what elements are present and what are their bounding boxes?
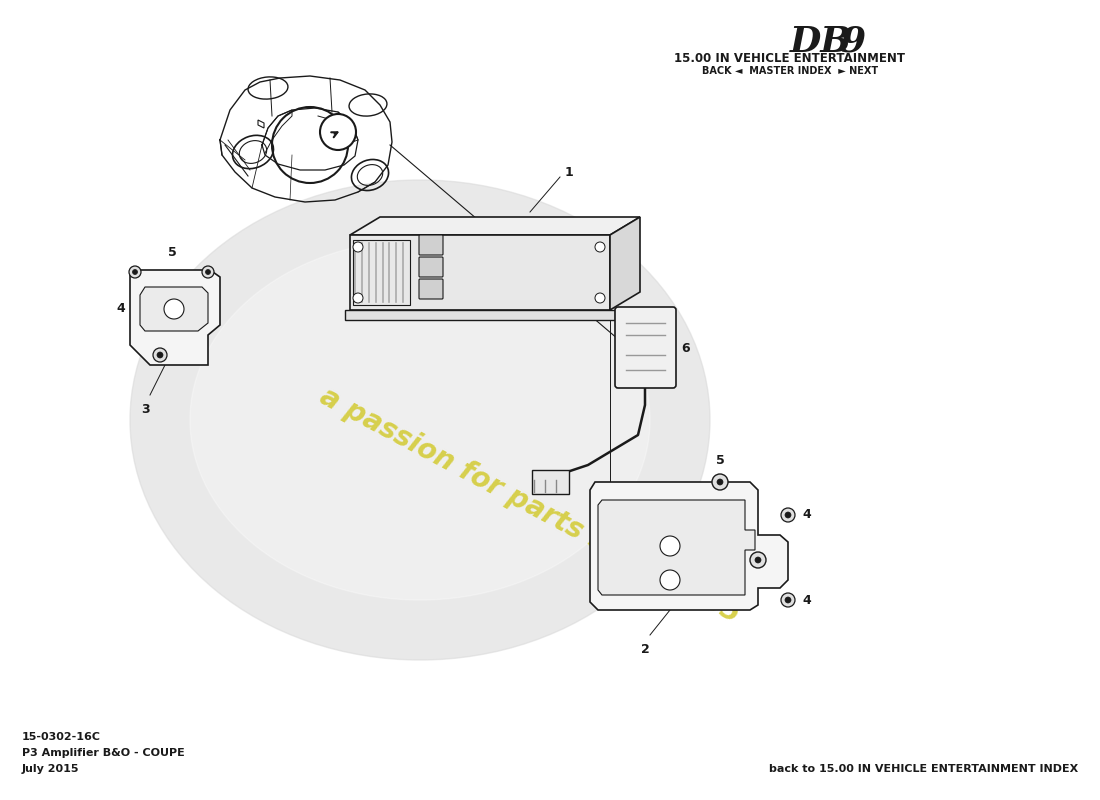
- FancyBboxPatch shape: [419, 257, 443, 277]
- Polygon shape: [350, 235, 610, 310]
- Circle shape: [129, 266, 141, 278]
- Text: DB: DB: [790, 25, 851, 59]
- Text: July 2015: July 2015: [22, 764, 79, 774]
- Circle shape: [153, 348, 167, 362]
- Circle shape: [712, 474, 728, 490]
- Text: 4: 4: [117, 302, 125, 315]
- FancyBboxPatch shape: [419, 279, 443, 299]
- Circle shape: [781, 593, 795, 607]
- Polygon shape: [258, 120, 264, 128]
- Text: 15.00 IN VEHICLE ENTERTAINMENT: 15.00 IN VEHICLE ENTERTAINMENT: [674, 52, 905, 65]
- Circle shape: [781, 508, 795, 522]
- Text: 4: 4: [802, 509, 811, 522]
- Text: P3 Amplifier B&O - COUPE: P3 Amplifier B&O - COUPE: [22, 748, 185, 758]
- Circle shape: [157, 352, 163, 358]
- Ellipse shape: [190, 240, 650, 600]
- FancyBboxPatch shape: [419, 235, 443, 255]
- Circle shape: [660, 570, 680, 590]
- Circle shape: [206, 270, 210, 274]
- Circle shape: [717, 479, 723, 485]
- Text: a passion for parts since 1985: a passion for parts since 1985: [315, 382, 745, 628]
- Circle shape: [785, 512, 791, 518]
- Circle shape: [132, 270, 138, 274]
- Polygon shape: [610, 217, 640, 310]
- Ellipse shape: [130, 180, 710, 660]
- Text: 15-0302-16C: 15-0302-16C: [22, 732, 101, 742]
- Polygon shape: [345, 310, 615, 320]
- FancyBboxPatch shape: [532, 470, 569, 494]
- Circle shape: [353, 242, 363, 252]
- Text: 6: 6: [681, 342, 690, 354]
- Text: 5: 5: [776, 554, 783, 566]
- Polygon shape: [140, 287, 208, 331]
- Circle shape: [202, 266, 215, 278]
- Circle shape: [164, 299, 184, 319]
- Circle shape: [353, 293, 363, 303]
- Circle shape: [660, 536, 680, 556]
- Text: 3: 3: [141, 403, 150, 416]
- Text: 5: 5: [167, 246, 176, 259]
- Polygon shape: [590, 482, 788, 610]
- Polygon shape: [130, 270, 220, 365]
- Polygon shape: [598, 500, 755, 595]
- Circle shape: [785, 597, 791, 603]
- Circle shape: [755, 557, 761, 563]
- Text: 2: 2: [640, 643, 649, 656]
- Circle shape: [750, 552, 766, 568]
- Circle shape: [595, 293, 605, 303]
- Circle shape: [595, 242, 605, 252]
- Text: 4: 4: [802, 594, 811, 606]
- Polygon shape: [350, 217, 640, 235]
- Text: BACK ◄  MASTER INDEX  ► NEXT: BACK ◄ MASTER INDEX ► NEXT: [702, 66, 878, 76]
- Text: 9: 9: [840, 25, 865, 59]
- Text: 5: 5: [716, 454, 725, 467]
- Text: back to 15.00 IN VEHICLE ENTERTAINMENT INDEX: back to 15.00 IN VEHICLE ENTERTAINMENT I…: [769, 764, 1078, 774]
- Text: 4: 4: [185, 302, 194, 315]
- Text: 1: 1: [565, 166, 574, 178]
- FancyBboxPatch shape: [615, 307, 676, 388]
- Circle shape: [320, 114, 356, 150]
